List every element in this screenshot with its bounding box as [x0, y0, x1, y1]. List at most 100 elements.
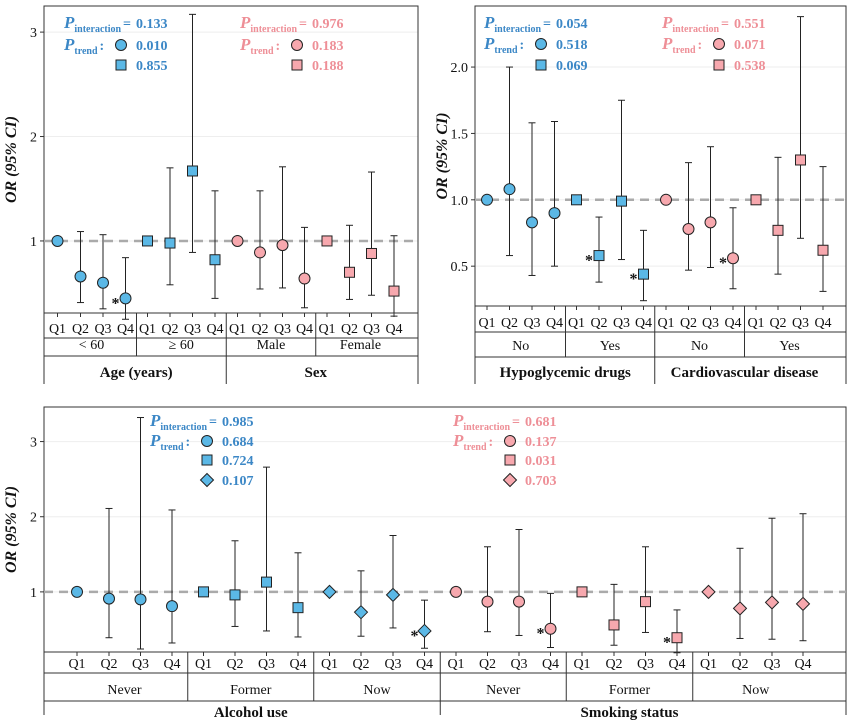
- p-separator: :: [698, 38, 703, 53]
- point-marker: [750, 194, 762, 206]
- p-value-label: Ptrend:: [149, 431, 190, 453]
- p-value: 0.010: [136, 39, 168, 54]
- x-tick-label: Q1: [447, 657, 464, 672]
- p-separator: :: [100, 39, 105, 54]
- x-tick-label: Q4: [546, 316, 563, 331]
- point-marker: [593, 250, 605, 262]
- p-separator: =: [512, 415, 520, 430]
- plot-frame: [474, 5, 847, 307]
- x-tick-label: Q1: [68, 657, 85, 672]
- point-marker: [660, 193, 672, 206]
- x-tick-label: Q2: [161, 322, 178, 337]
- y-tick-label: 2: [30, 511, 37, 526]
- x-tick-label: Q4: [385, 322, 402, 337]
- p-value: 0.538: [734, 59, 766, 74]
- legend-marker: [115, 59, 127, 71]
- point-marker: [209, 254, 221, 266]
- point-marker: [817, 244, 829, 256]
- x-tick-label: Q3: [792, 316, 809, 331]
- x-tick-label: Q2: [590, 316, 607, 331]
- p-subscript: interaction: [74, 24, 121, 35]
- y-tick-label: 1: [30, 586, 37, 601]
- point-marker: [640, 596, 651, 608]
- x-tick-label: Q2: [341, 322, 358, 337]
- point-marker: [229, 589, 241, 601]
- p-value-label: Ptrend:: [661, 34, 702, 56]
- p-separator: :: [186, 435, 191, 450]
- facet-label: Cardiovascular disease: [671, 365, 819, 381]
- p-separator: :: [276, 39, 281, 54]
- y-tick-label: 1.5: [451, 127, 469, 142]
- point-marker: [142, 235, 153, 247]
- p-subscript: trend: [463, 442, 487, 453]
- panel-top-right: 0.5 1.0 1.5 2.0 OR (95% CI) Q1 Q2 Q3 Q4 Q1 * Q2 Q3 * Q…: [434, 5, 847, 384]
- significance-star: *: [663, 635, 671, 652]
- p-subscript: interaction: [494, 24, 541, 35]
- p-value-label: Ptrend:: [483, 34, 524, 56]
- x-tick-label: Q4: [542, 657, 559, 672]
- p-subscript: trend: [494, 45, 518, 56]
- legend-marker: [291, 39, 303, 51]
- x-tick-label: Q3: [258, 657, 275, 672]
- point-marker: [795, 596, 811, 612]
- legend-marker: [713, 59, 725, 71]
- p-subscript: interaction: [160, 422, 207, 433]
- significance-star: *: [537, 626, 545, 643]
- p-value-label: Pinteraction =: [661, 13, 729, 35]
- group-label: < 60: [79, 338, 104, 353]
- p-separator: =: [721, 17, 729, 32]
- group-label: Yes: [779, 339, 799, 354]
- p-separator: :: [520, 38, 525, 53]
- legend-marker: [535, 38, 547, 50]
- panel-bottom: 1 2 3 OR (95% CI) Q1 Q2 Q3 Q4 Q1 Q2 Q3 Q4 Q1 Q2 Q3 * Q4 Q…: [3, 406, 847, 720]
- group-label: Never: [107, 683, 142, 698]
- group-label: Male: [257, 338, 286, 353]
- x-tick-label: Q4: [117, 322, 134, 337]
- point-marker: [276, 239, 289, 252]
- x-tick-label: Q1: [49, 322, 66, 337]
- legend-marker: [199, 472, 215, 488]
- point-marker: [571, 194, 582, 206]
- x-tick-label: Q3: [523, 316, 540, 331]
- p-subscript: trend: [160, 442, 184, 453]
- p-subscript: interaction: [250, 24, 297, 35]
- legend-marker: [504, 454, 516, 466]
- p-value-label: Ptrend:: [239, 35, 280, 57]
- p-value: 0.133: [136, 17, 168, 32]
- x-tick-label: Q1: [195, 657, 212, 672]
- x-tick-label: Q1: [318, 322, 335, 337]
- x-tick-label: Q4: [163, 657, 180, 672]
- point-marker: [322, 584, 337, 600]
- point-marker: [764, 595, 780, 610]
- x-tick-label: Q4: [814, 316, 831, 331]
- x-tick-label: Q4: [635, 316, 652, 331]
- x-tick-label: Q2: [352, 657, 369, 672]
- x-tick-label: Q3: [637, 657, 654, 672]
- point-marker: [97, 276, 109, 289]
- legend-marker: [115, 39, 127, 51]
- x-tick-label: Q2: [251, 322, 268, 337]
- significance-star: *: [719, 255, 727, 272]
- x-tick-label: Q2: [72, 322, 89, 337]
- p-symbol: P: [149, 431, 161, 450]
- point-marker: [254, 246, 266, 259]
- x-tick-label: Q1: [657, 316, 674, 331]
- p-value: 0.054: [556, 17, 588, 32]
- p-symbol: P: [452, 431, 464, 450]
- group-label: Former: [609, 683, 651, 698]
- x-tick-label: Q1: [321, 657, 338, 672]
- p-separator: =: [123, 17, 131, 32]
- p-symbol: P: [661, 13, 673, 32]
- point-marker: [119, 292, 132, 305]
- x-tick-label: Q4: [668, 657, 685, 672]
- p-value: 0.681: [525, 415, 557, 430]
- point-marker: [795, 154, 806, 166]
- p-subscript: trend: [250, 46, 274, 57]
- point-marker: [772, 224, 784, 236]
- x-tick-label: Q2: [769, 316, 786, 331]
- x-tick-label: Q3: [702, 316, 719, 331]
- facet-label: Hypoglycemic drugs: [500, 365, 631, 381]
- x-tick-label: Q4: [794, 657, 811, 672]
- point-marker: [388, 285, 400, 297]
- group-label: Never: [486, 683, 521, 698]
